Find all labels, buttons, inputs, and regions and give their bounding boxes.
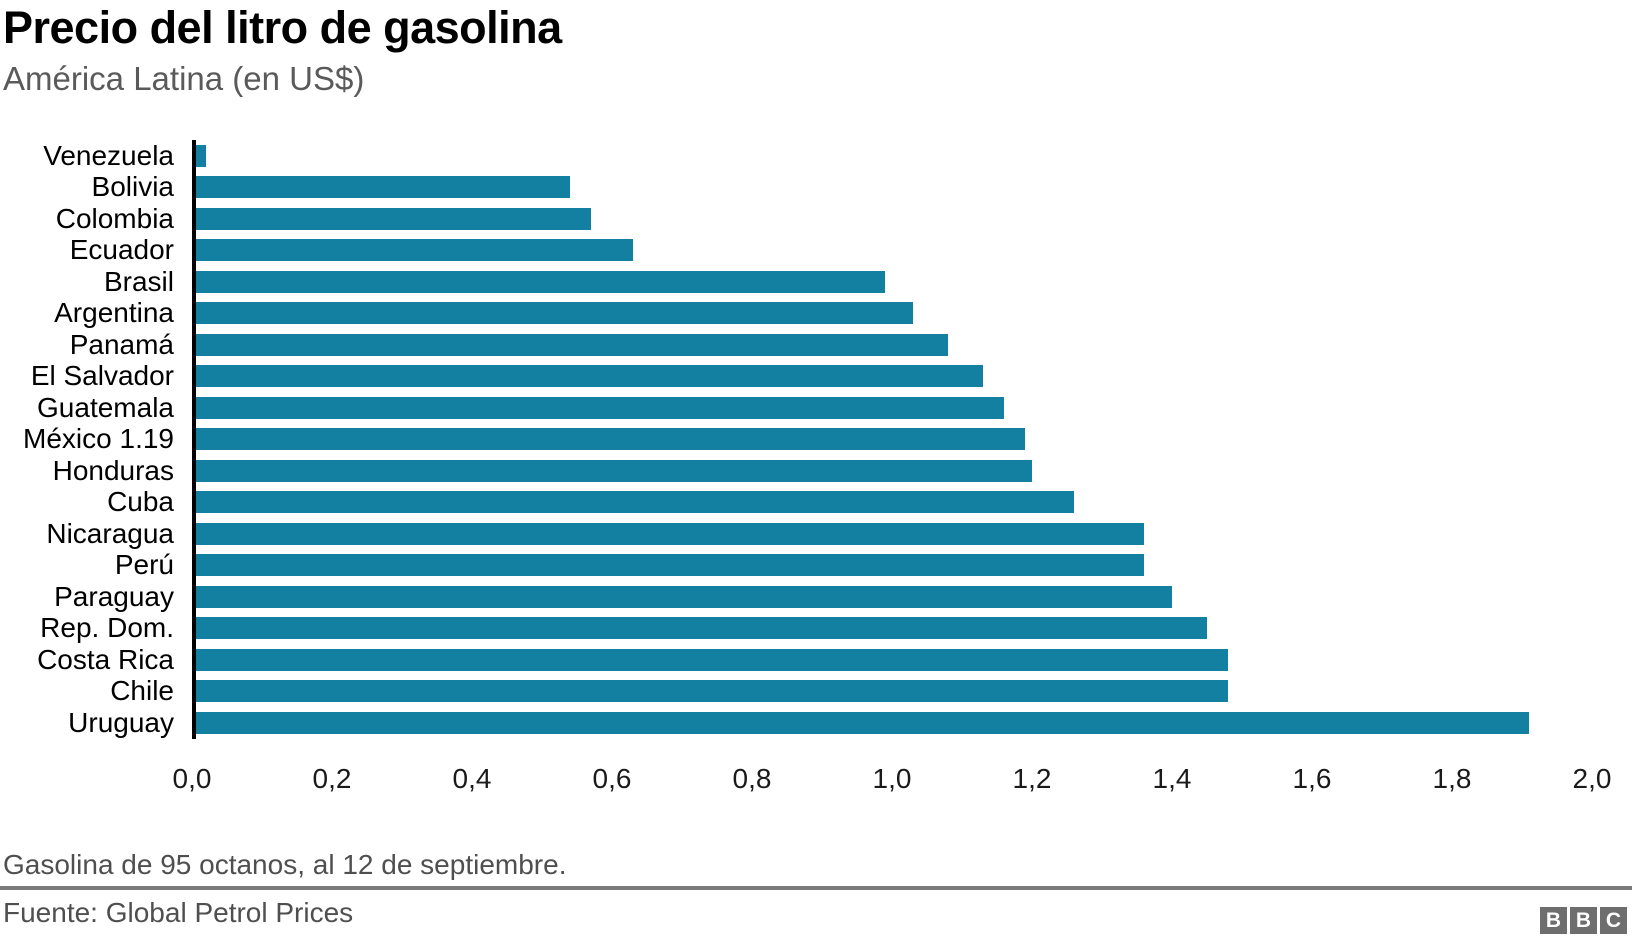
bar-track — [192, 549, 1632, 581]
chart-row: Ecuador — [0, 234, 1632, 266]
footer-divider — [0, 886, 1632, 890]
chart-row: Honduras — [0, 455, 1632, 487]
chart-title: Precio del litro de gasolina — [3, 2, 562, 53]
x-tick-label: 1,4 — [1152, 763, 1192, 794]
category-label: Rep. Dom. — [40, 612, 174, 644]
bar — [196, 396, 1004, 419]
chart-footnote: Gasolina de 95 octanos, al 12 de septiem… — [3, 849, 567, 880]
chart-row: Costa Rica — [0, 644, 1632, 676]
x-tick-label: 0,8 — [732, 763, 772, 794]
bbc-logo-letter: B — [1540, 907, 1567, 934]
bar-track — [192, 644, 1632, 676]
x-tick-label: 1,8 — [1432, 763, 1472, 794]
bar-track — [192, 140, 1632, 172]
chart-subtitle: América Latina (en US$) — [3, 60, 365, 97]
chart-row: Nicaragua — [0, 518, 1632, 550]
bar — [196, 522, 1144, 545]
chart-row: Argentina — [0, 297, 1632, 329]
bar — [196, 270, 885, 293]
category-label: Bolivia — [91, 171, 174, 203]
category-label: Panamá — [69, 328, 174, 360]
bar — [196, 333, 948, 356]
bar-track — [192, 707, 1632, 739]
bar-track — [192, 612, 1632, 644]
bar — [196, 617, 1207, 640]
chart-row: Rep. Dom. — [0, 612, 1632, 644]
bar-track — [192, 486, 1632, 518]
chart-row: Bolivia — [0, 171, 1632, 203]
x-tick-label: 2,0 — [1572, 763, 1612, 794]
category-label: Chile — [110, 675, 174, 707]
bar — [196, 711, 1529, 734]
x-tick-label: 0,0 — [172, 763, 212, 794]
bar — [196, 207, 591, 230]
chart-row: Colombia — [0, 203, 1632, 235]
category-label: Paraguay — [54, 580, 174, 612]
bar-track — [192, 171, 1632, 203]
chart-row: Perú — [0, 549, 1632, 581]
chart-row: Panamá — [0, 329, 1632, 361]
chart-row: Chile — [0, 675, 1632, 707]
category-label: Colombia — [55, 202, 174, 234]
category-label: Honduras — [52, 454, 174, 486]
category-label: México 1.19 — [23, 423, 174, 455]
source-credit: Fuente: Global Petrol Prices — [3, 897, 354, 928]
bar-track — [192, 675, 1632, 707]
bar — [196, 680, 1228, 703]
chart-row: Brasil — [0, 266, 1632, 298]
chart-row: Cuba — [0, 486, 1632, 518]
bar — [196, 428, 1025, 451]
category-label: Cuba — [107, 486, 174, 518]
bar-track — [192, 455, 1632, 487]
x-tick-label: 0,6 — [592, 763, 632, 794]
bar-track — [192, 297, 1632, 329]
x-tick-label: 1,0 — [872, 763, 912, 794]
bar-track — [192, 392, 1632, 424]
bar-track — [192, 234, 1632, 266]
bar — [196, 491, 1074, 514]
bar — [196, 302, 913, 325]
bar — [196, 239, 633, 262]
category-label: Uruguay — [68, 706, 174, 738]
category-label: Argentina — [54, 297, 174, 329]
bar-track — [192, 423, 1632, 455]
bar — [196, 176, 570, 199]
x-tick-label: 0,2 — [312, 763, 352, 794]
bar — [196, 554, 1144, 577]
category-label: Brasil — [103, 265, 174, 297]
bar-track — [192, 360, 1632, 392]
category-label: Costa Rica — [37, 643, 174, 675]
chart-rows: Venezuela Bolivia Colombia Ecuador Brasil Arg… — [0, 140, 1632, 739]
chart-row: El Salvador — [0, 360, 1632, 392]
x-tick-label: 0,4 — [452, 763, 492, 794]
bar — [196, 585, 1172, 608]
chart-row: Venezuela — [0, 140, 1632, 172]
bar-track — [192, 518, 1632, 550]
bar-track — [192, 329, 1632, 361]
x-tick-label: 1,6 — [1292, 763, 1332, 794]
bbc-logo-letter: C — [1600, 907, 1627, 934]
chart-row: Guatemala — [0, 392, 1632, 424]
bar-track — [192, 203, 1632, 235]
bar-track — [192, 266, 1632, 298]
x-tick-label: 1,2 — [1012, 763, 1052, 794]
category-label: Guatemala — [37, 391, 174, 423]
bbc-logo-letter: B — [1570, 907, 1597, 934]
category-label: Nicaragua — [46, 517, 174, 549]
x-axis: 0,0 0,2 0,4 0,6 0,8 1,0 1,2 1,4 1,6 1,8 2,0 — [0, 764, 1632, 800]
bar — [196, 365, 983, 388]
chart-row: Paraguay — [0, 581, 1632, 613]
bar-track — [192, 581, 1632, 613]
bar — [196, 144, 206, 167]
category-label: Venezuela — [43, 139, 174, 171]
chart-row: Uruguay — [0, 707, 1632, 739]
category-label: El Salvador — [30, 360, 174, 392]
chart-row: México 1.19 — [0, 423, 1632, 455]
bar — [196, 459, 1032, 482]
bar — [196, 648, 1228, 671]
category-label: Ecuador — [69, 234, 174, 266]
category-label: Perú — [114, 549, 174, 581]
